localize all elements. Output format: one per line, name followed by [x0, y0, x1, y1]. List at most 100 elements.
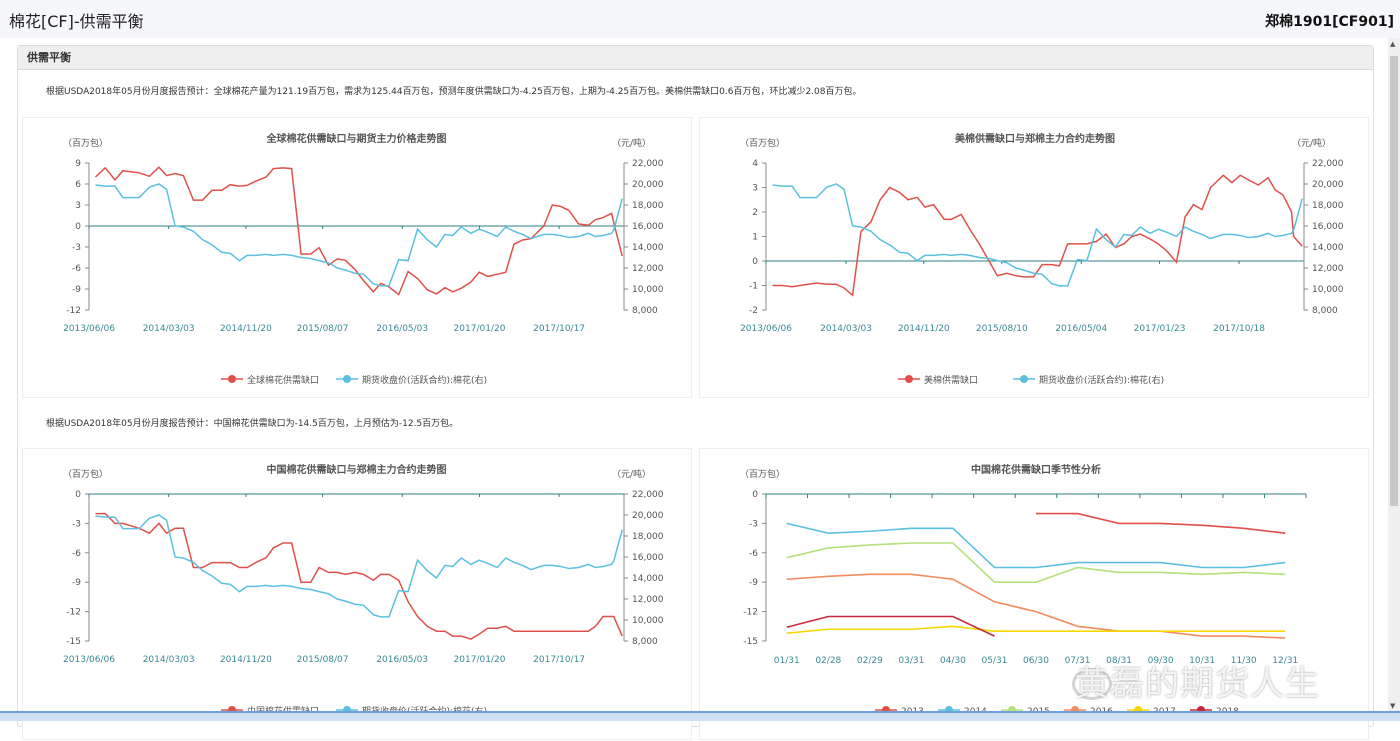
right-tick-label: 22,000: [632, 490, 664, 500]
us-gap-chart: 美棉供需缺口与郑棉主力合约走势图 （百万包） （元/吨） 4 3 2 1 0 -1 -2 22,00…: [699, 117, 1369, 398]
series-line-2014: [786, 522, 1286, 569]
bottom-status-bar: [0, 711, 1400, 721]
left-tick-label: -15: [743, 637, 758, 647]
right-tick-label: 18,000: [632, 201, 664, 211]
right-tick-label: 8,000: [1312, 306, 1338, 316]
left-tick-label: 2: [752, 208, 758, 218]
x-tick-label: 2014/11/20: [220, 324, 272, 334]
legend-label: 期货收盘价(活跃合约):棉花(右): [362, 374, 487, 386]
x-tick-label: 2014/03/03: [143, 324, 195, 334]
vertical-scrollbar[interactable]: ▲ ▼: [1388, 38, 1400, 712]
chart-svg: 中国棉花供需缺口与郑棉主力合约走势图 （百万包） （元/吨） 0 -3 -6 -9 -12 -1…: [63, 463, 664, 717]
price-line: [95, 514, 623, 618]
right-tick-label: 20,000: [1312, 180, 1344, 190]
global-gap-chart: 全球棉花供需缺口与期货主力价格走势图 （百万包） （元/吨） 9 6 3 0 -3 -6 -9 -1…: [22, 117, 692, 398]
scroll-up-icon[interactable]: ▲: [1390, 40, 1396, 48]
china-note: 根据USDA2018年05月份月度报告预计：中国棉花供需缺口为-14.5百万包，…: [46, 419, 459, 429]
right-tick-label: 14,000: [632, 243, 664, 253]
legend-label: 全球棉花供需缺口: [247, 374, 319, 386]
left-tick-label: 4: [752, 159, 758, 169]
right-tick-label: 8,000: [632, 637, 658, 647]
gap-line: [95, 512, 623, 640]
x-tick-label: 01/31: [774, 656, 800, 666]
x-tick-label: 2015/08/07: [297, 655, 349, 665]
right-tick-label: 14,000: [632, 574, 664, 584]
left-tick-label: -9: [72, 285, 81, 295]
chart-svg: 中国棉花供需缺口季节性分析 （百万包） 0 -3 -6 -9 -12 -15 01/31 02/2…: [740, 463, 1307, 717]
legend-marker: [228, 375, 236, 383]
x-tick-label: 2017/10/17: [533, 324, 585, 334]
x-tick-label: 2014/11/20: [220, 655, 272, 665]
chart-title: 中国棉花供需缺口季节性分析: [971, 463, 1101, 476]
left-tick-label: -12: [743, 608, 758, 618]
x-tick-label: 09/30: [1148, 656, 1174, 666]
left-tick-label: 3: [75, 201, 81, 211]
right-tick-label: 20,000: [632, 511, 664, 521]
right-axis-unit: （元/吨）: [612, 468, 651, 480]
left-tick-label: 9: [75, 159, 81, 169]
x-tick-label: 11/30: [1231, 656, 1257, 666]
left-tick-label: 0: [752, 490, 758, 500]
right-tick-label: 10,000: [632, 285, 664, 295]
scroll-thumb[interactable]: [1390, 56, 1398, 506]
left-tick-label: -1: [749, 282, 758, 292]
x-tick-label: 2014/11/20: [898, 324, 950, 334]
top-bar: 棉花[CF]-供需平衡 郑棉1901[CF901]: [0, 0, 1400, 38]
x-tick-label: 03/31: [898, 656, 924, 666]
x-tick-label: 2016/05/04: [1055, 324, 1107, 334]
price-line: [772, 183, 1303, 287]
x-tick-label: 2017/01/23: [1134, 324, 1186, 334]
right-tick-label: 22,000: [1312, 159, 1344, 169]
left-tick-label: -2: [749, 306, 758, 316]
left-axis-unit: （百万包）: [63, 468, 108, 480]
chart-title: 中国棉花供需缺口与郑棉主力合约走势图: [267, 463, 447, 476]
left-tick-label: 3: [752, 184, 758, 194]
chart-title: 全球棉花供需缺口与期货主力价格走势图: [266, 132, 447, 145]
x-tick-label: 02/28: [815, 656, 841, 666]
right-tick-label: 10,000: [632, 616, 664, 626]
x-tick-label: 2017/01/20: [454, 655, 506, 665]
x-tick-label: 2015/08/07: [297, 324, 349, 334]
right-tick-label: 12,000: [1312, 264, 1344, 274]
x-tick-label: 2017/01/20: [454, 324, 506, 334]
x-tick-label: 02/29: [857, 656, 883, 666]
weibo-logo-icon: [1072, 668, 1112, 700]
x-tick-label: 2017/10/18: [1213, 324, 1265, 334]
right-axis-unit: （元/吨）: [1292, 137, 1331, 149]
scroll-down-icon[interactable]: ▼: [1390, 702, 1396, 710]
x-tick-label: 07/31: [1065, 656, 1091, 666]
left-tick-label: 1: [752, 233, 758, 243]
right-tick-label: 20,000: [632, 180, 664, 190]
series-line-2016: [786, 573, 1286, 639]
x-tick-label: 10/31: [1189, 656, 1215, 666]
contract-label: 郑棉1901[CF901]: [1265, 14, 1394, 30]
left-tick-label: -9: [749, 578, 758, 588]
series-line-2015: [786, 542, 1286, 583]
legend-label: 期货收盘价(活跃合约):棉花(右): [1039, 374, 1164, 386]
legend-marker: [343, 375, 351, 383]
right-tick-label: 8,000: [632, 306, 658, 316]
left-tick-label: -6: [72, 549, 81, 559]
left-tick-label: 0: [75, 222, 81, 232]
left-axis-unit: （百万包）: [740, 137, 785, 149]
price-line: [95, 183, 623, 287]
x-tick-label: 2017/10/17: [533, 655, 585, 665]
left-tick-label: -12: [66, 608, 81, 618]
left-axis-unit: （百万包）: [63, 137, 108, 149]
x-tick-label: 2013/06/06: [63, 324, 115, 334]
left-tick-label: 6: [75, 180, 81, 190]
right-tick-label: 12,000: [632, 595, 664, 605]
right-tick-label: 16,000: [632, 222, 664, 232]
left-tick-label: -12: [66, 306, 81, 316]
left-axis-unit: （百万包）: [740, 468, 785, 480]
legend-label: 美棉供需缺口: [924, 374, 978, 386]
x-tick-label: 2016/05/03: [376, 655, 428, 665]
left-tick-label: -6: [72, 264, 81, 274]
panel-title: 供需平衡: [18, 46, 1373, 70]
right-tick-label: 16,000: [632, 553, 664, 563]
chart-svg: 全球棉花供需缺口与期货主力价格走势图 （百万包） （元/吨） 9 6 3 0 -3 -6 -9 -1…: [63, 132, 664, 386]
gap-line: [772, 174, 1303, 297]
left-tick-label: -6: [749, 549, 758, 559]
global-note: 根据USDA2018年05月份月度报告预计：全球棉花产量为121.19百万包，需…: [46, 87, 862, 97]
x-tick-label: 2014/03/03: [143, 655, 195, 665]
